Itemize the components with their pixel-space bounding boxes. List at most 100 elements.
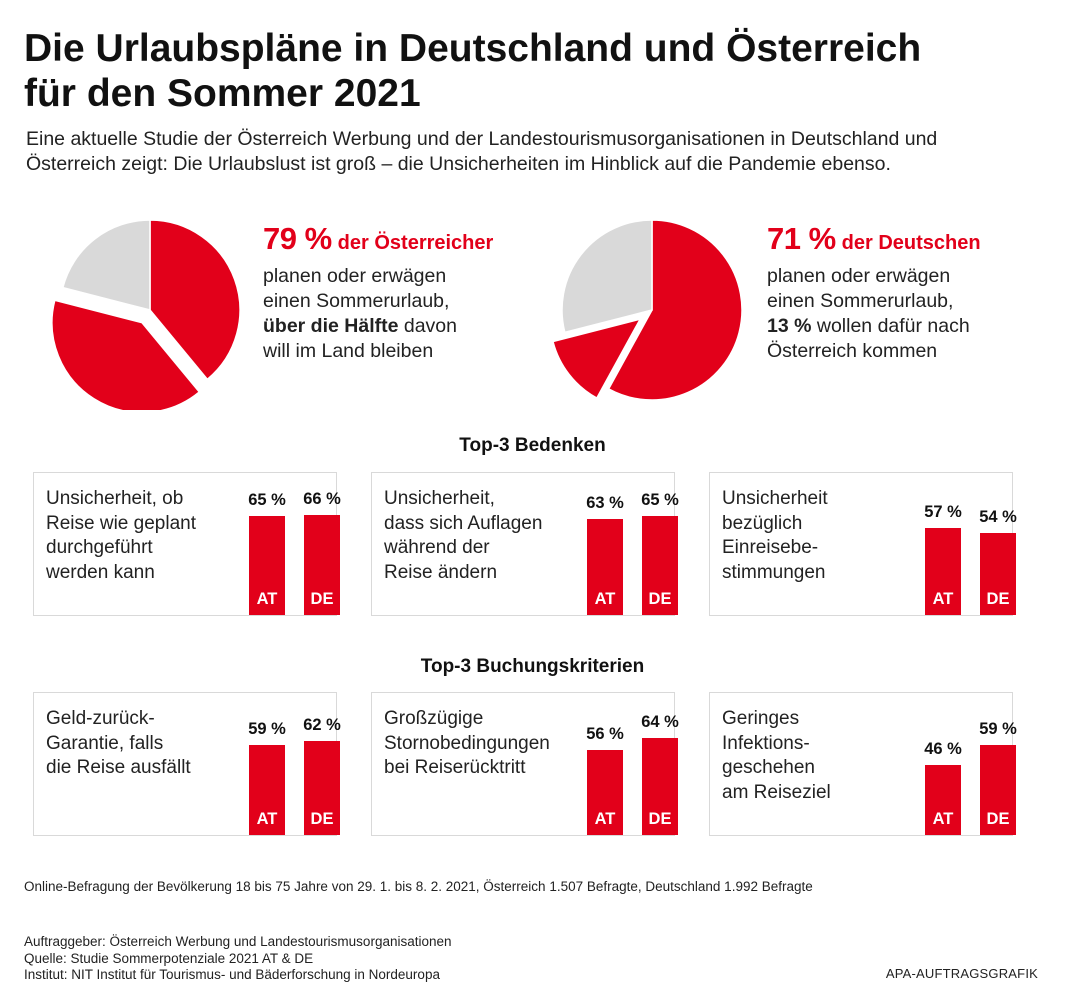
bar-card: Großzügige Stornobedingungen bei Reiserück… [371, 692, 679, 836]
subtitle: Eine aktuelle Studie der Österreich Werb… [26, 127, 1036, 177]
bar-card-label-line: werden kann [46, 561, 155, 583]
bar-card-label: Großzügige Stornobedingungen bei Reiserück… [384, 707, 574, 781]
bar-card-label-line: dass sich Auflagen [384, 512, 543, 534]
pie-text-line: 13 % wollen dafür nach [767, 314, 981, 339]
bar-value-label: 54 % [979, 508, 1017, 526]
pie-headline-austria: 79 % der Österreicher [263, 223, 494, 256]
bar-card-label-line: Unsicherheit [722, 488, 828, 509]
bar-category-label: AT [932, 590, 954, 608]
bar-category-label: DE [648, 590, 672, 608]
pie-text-bold: 13 % [767, 315, 812, 337]
bar-value-label: 46 % [924, 740, 962, 758]
bar-card-label-line: Reise wie geplant [46, 512, 196, 534]
pie-text-bold: über die Hälfte [263, 315, 399, 337]
bar-card-label-line: Unsicherheit, ob [46, 488, 184, 509]
pie-headline-germany: 71 % der Deutschen [767, 223, 981, 256]
pie-text-line: einen Sommerurlaub, [767, 290, 954, 312]
bar-card-label: Unsicherheit, ob Reise wie geplant durchge… [46, 487, 236, 585]
bar-at: AT [925, 528, 961, 615]
bar-value-label: 65 % [641, 491, 679, 509]
bar-category-label: AT [594, 590, 616, 608]
bar-category-label: AT [932, 810, 954, 828]
bar-value-label: 63 % [586, 494, 624, 512]
bar-card-label-line: stimmungen [722, 561, 826, 583]
pie-slice [552, 318, 642, 400]
pie-text-line: planen oder erwägen [263, 265, 447, 287]
bar-de: DE [642, 738, 678, 835]
credit-line: Quelle: Studie Sommerpotenziale 2021 AT … [24, 950, 314, 966]
bar-category-label: DE [986, 590, 1010, 608]
bar-at: AT [925, 765, 961, 835]
pie-text-line: planen oder erwägen [767, 265, 951, 287]
bar-card-label: Unsicherheit, dass sich Auflagen während d… [384, 487, 574, 585]
subtitle-line-2: Österreich zeigt: Die Urlaubslust ist gr… [26, 153, 891, 175]
bar-card-label-line: bei Reiserücktritt [384, 757, 526, 778]
bar-value-label: 62 % [303, 716, 341, 734]
bar-category-label: DE [648, 810, 672, 828]
headline-label: der Österreicher [337, 232, 494, 254]
bar-card-label-line: Infektions- [722, 732, 810, 754]
bar-value-label: 56 % [586, 725, 624, 743]
credits: Auftraggeber: Österreich Werbung und Lan… [24, 934, 452, 984]
bar-value-label: 57 % [924, 503, 962, 521]
pie-text-rest: wollen dafür nach [811, 315, 970, 337]
credit-line: Auftraggeber: Österreich Werbung und Lan… [24, 934, 452, 949]
page-title: Die Urlaubspläne in Deutschland und Öste… [24, 26, 1034, 116]
pie-text-rest: davon [398, 315, 458, 337]
bar-at: AT [249, 745, 285, 835]
bar-card-label: Unsicherheit bezüglich Einreisebe-stimmung… [722, 487, 912, 585]
pie-slice [61, 219, 151, 311]
bar-card-label-line: Geld-zurück- [46, 708, 155, 729]
pie-chart-austria [51, 219, 241, 410]
bar-de: DE [304, 741, 340, 835]
bar-card: Geld-zurück- Garantie, falls die Reise aus… [33, 692, 341, 836]
bar-card-label-line: die Reise ausfällt [46, 757, 191, 778]
credit-line: Institut: NIT Institut für Tourismus- un… [24, 967, 440, 982]
bar-card-label-line: Reise ändern [384, 561, 498, 583]
bar-card-label-line: Einreisebe- [722, 537, 819, 558]
title-line-2: für den Sommer 2021 [24, 72, 421, 115]
survey-footnote: Online-Befragung der Bevölkerung 18 bis … [24, 879, 813, 894]
pie-slice [51, 299, 201, 410]
pie-text-line: einen Sommerurlaub, [263, 290, 450, 312]
bar-card: Unsicherheit bezüglich Einreisebe-stimmung… [709, 472, 1017, 616]
bar-de: DE [642, 516, 678, 615]
pie-text-line: über die Hälfte davon [263, 314, 493, 339]
pie-text-austria: 79 % der Österreicher planen oder erwägen… [263, 223, 494, 364]
section-title-buchungskriterien: Top-3 Buchungskriterien [420, 656, 645, 677]
bar-category-label: AT [594, 810, 616, 828]
pie-text-germany: 71 % der Deutschen planen oder erwägen ei… [767, 223, 981, 364]
bar-card-label-line: durchgeführt [46, 537, 153, 558]
bar-card-label-line: bezüglich [722, 512, 803, 534]
pie-text-line: Österreich kommen [767, 340, 938, 362]
bar-card-label-line: während der [384, 537, 490, 558]
title-line-1: Die Urlaubspläne in Deutschland und Öste… [24, 27, 922, 70]
subtitle-line-1: Eine aktuelle Studie der Österreich Werb… [26, 128, 938, 150]
bar-card-label: Geringes Infektions-geschehen am Reiseziel [722, 707, 912, 805]
bar-value-label: 64 % [641, 713, 679, 731]
bar-card: Unsicherheit, ob Reise wie geplant durchge… [33, 472, 341, 616]
bar-card-label-line: Unsicherheit, [384, 488, 495, 509]
bar-at: AT [249, 516, 285, 615]
bar-category-label: DE [986, 810, 1010, 828]
bar-card-label-line: Großzügige [384, 708, 484, 729]
bar-value-label: 65 % [248, 491, 286, 509]
section-title-bedenken: Top-3 Bedenken [459, 435, 606, 456]
bar-card: Geringes Infektions-geschehen am Reiseziel… [709, 692, 1017, 836]
bar-card-label-line: Geringes [722, 708, 800, 729]
pie-slice [607, 219, 743, 401]
bar-category-label: DE [310, 810, 334, 828]
bar-at: AT [587, 519, 623, 615]
pie-chart-germany [552, 219, 743, 401]
bar-de: DE [304, 515, 340, 615]
apa-label: APA-AUFTRAGSGRAFIK [885, 966, 1038, 981]
headline-label: der Deutschen [841, 232, 981, 254]
bar-category-label: AT [256, 810, 278, 828]
headline-value: 71 % [767, 221, 836, 256]
bar-card-label: Geld-zurück- Garantie, falls die Reise aus… [46, 707, 236, 781]
bar-value-label: 59 % [979, 720, 1017, 738]
bar-card: Unsicherheit, dass sich Auflagen während d… [371, 472, 679, 616]
bar-value-label: 59 % [248, 720, 286, 738]
pie-slice [561, 219, 653, 334]
pie-slice [149, 219, 241, 381]
